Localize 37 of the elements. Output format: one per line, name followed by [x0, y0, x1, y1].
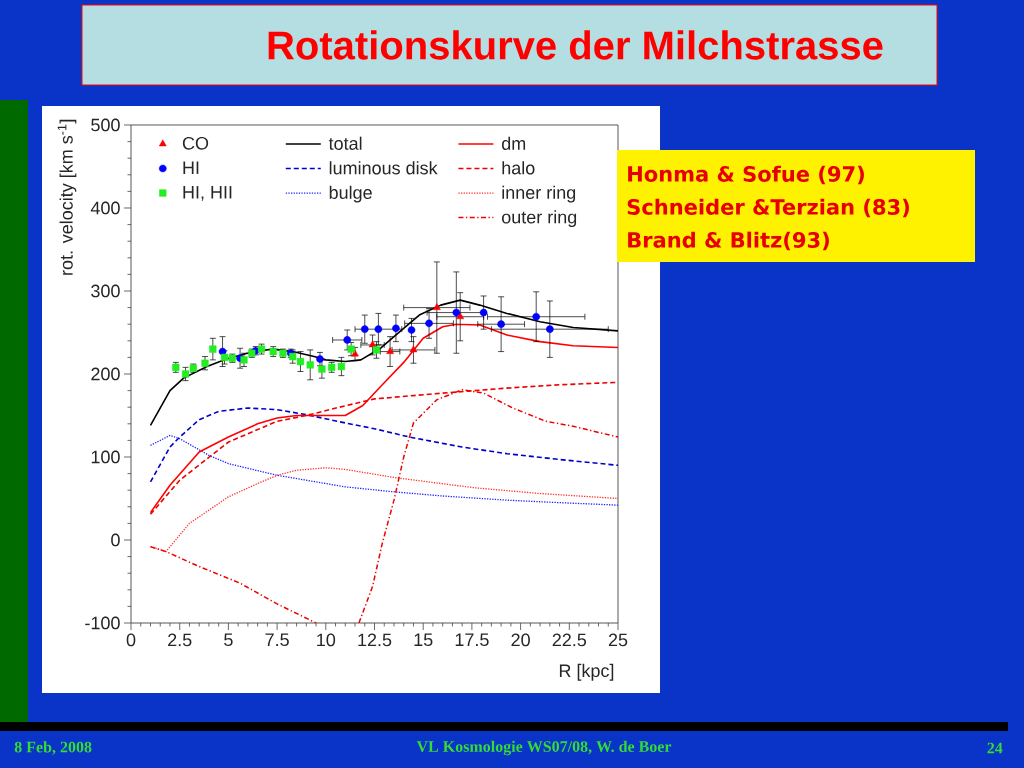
text: Schneider &Terzian (83)	[627, 198, 909, 218]
y-tick-label: 300	[91, 284, 120, 298]
legend-label: halo	[502, 161, 535, 175]
text: 8 Feb, 2008	[14, 741, 92, 755]
x-tick-label: 15	[414, 633, 433, 647]
y-tick-label: 500	[91, 118, 120, 132]
legend-label: outer ring	[501, 210, 577, 228]
x-tick-label: 22.5	[552, 633, 587, 647]
y-tick-label: 400	[90, 201, 120, 215]
chart-title: Rotationskurve der Milchstrasse	[268, 30, 883, 60]
x-tick-label: 5	[224, 633, 233, 647]
text: VL Kosmologie WS07/08, W. de Boer	[416, 740, 672, 756]
x-tick-label: 20	[511, 633, 530, 647]
x-tick-label: 17.5	[455, 633, 489, 647]
legend-label: CO	[182, 136, 209, 150]
x-axis-title: R [kpc]	[559, 663, 614, 681]
legend-label: dm	[501, 136, 526, 150]
legend-label: HI, HII	[183, 186, 232, 201]
legend-label: bulge	[329, 185, 372, 203]
legend-label: luminous disk	[329, 161, 438, 175]
x-tick-label: 12.5	[358, 633, 392, 647]
legend-label: total	[328, 136, 362, 150]
y-tick-label: 0	[111, 533, 120, 547]
y-axis-title: rot. velocity [km s$^{-1}$]	[57, 119, 77, 275]
x-tick-label: 25	[608, 633, 628, 647]
x-tick-label: 10	[317, 633, 336, 647]
x-tick-label: 0	[126, 633, 136, 647]
y-tick-label: -100	[85, 616, 120, 630]
x-tick-label: 2.5	[168, 633, 192, 647]
x-tick-label: 7.5	[265, 633, 289, 647]
legend-label: HI	[183, 161, 199, 174]
y-tick-label: 100	[91, 450, 120, 464]
legend-label: inner ring	[502, 185, 576, 203]
text: Honma & Sofue (97)	[628, 165, 864, 185]
y-tick-label: 200	[91, 367, 120, 381]
text: 24	[987, 742, 1003, 754]
text: Brand & Blitz(93)	[628, 231, 829, 251]
